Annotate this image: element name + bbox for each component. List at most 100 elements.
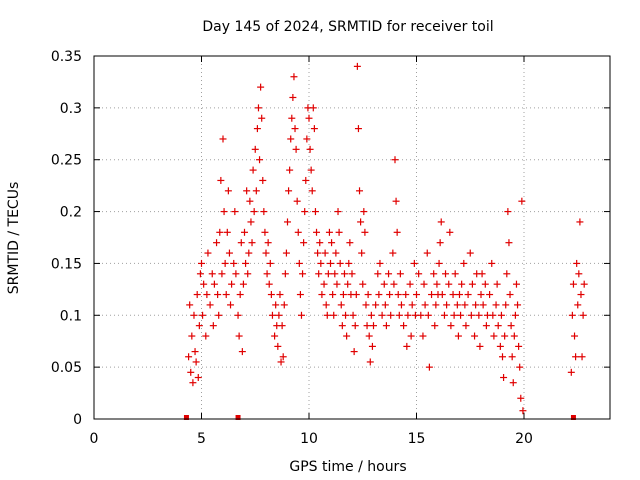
data-point [334, 208, 342, 216]
data-point [199, 311, 207, 319]
data-point [224, 187, 232, 195]
data-point [219, 135, 227, 143]
data-point [408, 301, 416, 309]
data-point [419, 332, 427, 340]
data-point [507, 322, 515, 330]
data-point [396, 270, 404, 278]
data-point [421, 301, 429, 309]
data-point [187, 368, 195, 376]
data-point [339, 291, 347, 299]
data-point [361, 228, 369, 236]
data-point [287, 135, 295, 143]
data-point [206, 301, 214, 309]
data-point [390, 280, 398, 288]
data-point [254, 104, 262, 112]
data-point [348, 270, 356, 278]
data-point [512, 280, 520, 288]
data-point [315, 270, 323, 278]
data-point [392, 197, 400, 205]
gap-marker [235, 415, 241, 420]
data-point [291, 125, 299, 133]
y-tick-label: 0.1 [60, 308, 82, 324]
data-point [293, 197, 301, 205]
data-point [276, 291, 284, 299]
data-point [466, 249, 474, 257]
data-point [499, 353, 506, 361]
data-point [285, 187, 293, 195]
data-point [357, 218, 365, 226]
data-point [213, 239, 221, 247]
data-point [488, 259, 496, 267]
data-point [333, 280, 341, 288]
data-point [454, 332, 462, 340]
data-point [252, 187, 260, 195]
data-point [256, 156, 264, 164]
data-point [577, 291, 585, 299]
data-point [242, 259, 250, 267]
data-point [432, 301, 440, 309]
data-point [227, 301, 235, 309]
data-point [516, 363, 524, 371]
data-point [511, 311, 519, 319]
data-point [203, 291, 211, 299]
data-point [295, 259, 303, 267]
data-point [505, 239, 513, 247]
data-point [272, 301, 280, 309]
gap-marker [183, 415, 189, 420]
data-point [313, 228, 321, 236]
data-point [220, 208, 228, 216]
data-point [389, 249, 397, 257]
data-point [328, 239, 336, 247]
data-point [307, 166, 315, 174]
y-tick-label: 0 [73, 412, 82, 428]
y-axis-ticks: 0 0.05 0.1 0.15 0.2 0.25 0.3 0.35 [51, 49, 610, 428]
data-point [449, 291, 457, 299]
data-point [518, 197, 526, 205]
data-point [360, 208, 368, 216]
x-tick-label: 5 [197, 431, 206, 447]
data-point [337, 301, 345, 309]
data-point [517, 394, 525, 402]
data-point [501, 332, 509, 340]
data-point [310, 125, 318, 133]
data-point [385, 270, 393, 278]
data-point [311, 208, 319, 216]
x-tick-label: 15 [408, 431, 426, 447]
data-point [265, 280, 273, 288]
data-point [407, 332, 415, 340]
data-point [352, 291, 360, 299]
data-point [475, 311, 483, 319]
data-point [472, 301, 480, 309]
data-point [456, 291, 463, 299]
data-point [425, 363, 433, 371]
data-point [323, 311, 331, 319]
data-point [506, 291, 514, 299]
data-point [509, 379, 517, 387]
y-tick-label: 0.05 [51, 360, 82, 376]
data-point [450, 311, 458, 319]
data-point [375, 291, 383, 299]
data-point [433, 280, 441, 288]
data-point [218, 270, 226, 278]
data-point [363, 322, 371, 330]
data-point [338, 322, 346, 330]
data-point [267, 291, 275, 299]
data-point [186, 301, 194, 309]
gap-marker [570, 415, 576, 420]
data-point [325, 228, 333, 236]
data-point [260, 208, 268, 216]
data-point [335, 228, 343, 236]
data-point [300, 239, 308, 247]
data-point [331, 270, 339, 278]
data-point [235, 332, 243, 340]
data-point [258, 114, 266, 122]
data-point [489, 311, 497, 319]
data-point [253, 125, 261, 133]
data-point [447, 322, 455, 330]
data-point [210, 280, 218, 288]
data-point [217, 176, 225, 184]
data-point [322, 301, 330, 309]
data-point [578, 353, 586, 361]
data-point [262, 249, 270, 257]
data-point [303, 135, 311, 143]
